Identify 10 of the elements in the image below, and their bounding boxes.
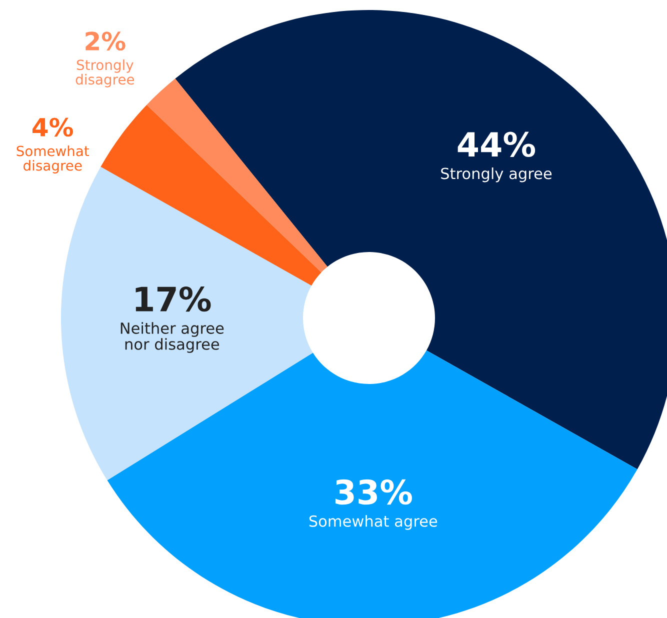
slice-label: Strongly disagree — [76, 59, 134, 88]
slice-label: Somewhat agree — [309, 515, 438, 530]
data-label: 2% — [86, 32, 126, 51]
slice-label: Somewhat disagree — [16, 146, 90, 174]
data-label: 4% — [32, 118, 74, 137]
data-label: 44% — [458, 132, 536, 157]
data-label: 33% — [335, 479, 412, 505]
data-label: 17% — [136, 286, 211, 312]
slice-label: Strongly agree — [441, 167, 552, 182]
slice-label: Neither agree nor disagree — [120, 322, 224, 353]
